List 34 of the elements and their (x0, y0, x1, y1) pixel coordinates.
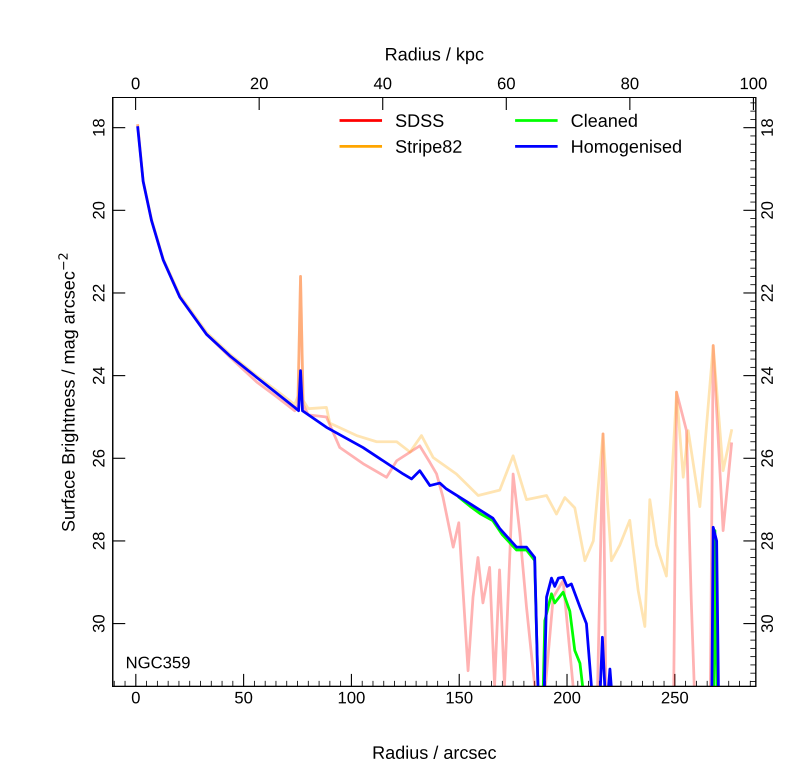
x2-tick-label: 60 (498, 78, 515, 90)
x2-tick-label: 100 (740, 78, 767, 90)
x2-tick-label: 0 (132, 78, 140, 90)
y2-tick-label: 18 (761, 119, 773, 136)
x2-axis-title: Radius / kpc (386, 47, 484, 64)
y2-tick-label: 22 (761, 284, 773, 302)
legend-label: Homogenised (572, 140, 681, 156)
x-tick-label: 200 (554, 692, 580, 704)
x2-tick-label: 20 (250, 78, 268, 90)
y-tick-label: 28 (92, 532, 105, 550)
legend-label: Stripe82 (396, 140, 462, 156)
x-tick-label: 0 (132, 692, 140, 704)
x-axis-title: Radius / arcsec (374, 746, 496, 759)
y-tick-label: 24 (92, 366, 104, 384)
y-tick-label: 30 (92, 614, 105, 632)
x-tick-label: 150 (446, 692, 472, 704)
x-tick-label: 250 (662, 692, 688, 704)
annotation: NGC359 (126, 656, 190, 668)
x2-tick-label: 40 (374, 78, 392, 90)
legend-label: SDSS (396, 114, 444, 128)
x-tick-label: 50 (235, 692, 252, 704)
legend-label: Cleaned (572, 114, 637, 128)
y2-tick-label: 30 (761, 614, 773, 632)
y-tick-label: 18 (92, 119, 105, 136)
y2-tick-label: 20 (761, 202, 773, 219)
y2-tick-label: 24 (761, 366, 773, 384)
y-tick-label: 26 (92, 450, 105, 467)
y-tick-label: 22 (92, 284, 104, 302)
y2-tick-label: 26 (761, 450, 773, 467)
x2-tick-label: 80 (621, 78, 638, 90)
y-axis-title: Surface Brightness / mag arcsec$^{−2}$ (58, 254, 78, 532)
y2-tick-label: 28 (761, 532, 773, 550)
y-tick-label: 20 (92, 202, 105, 219)
x-tick-label: 100 (338, 692, 365, 704)
